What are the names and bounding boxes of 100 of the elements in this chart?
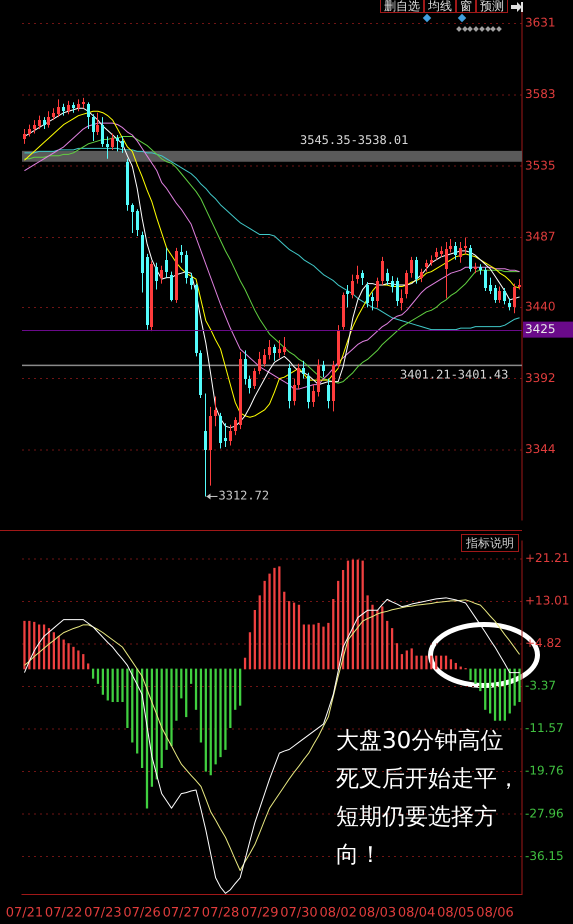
y-tick-label: 3392 xyxy=(525,370,556,385)
bar xyxy=(415,656,418,670)
x-tick-label: 07/26 xyxy=(123,906,161,921)
candlestick xyxy=(273,344,276,362)
candlestick xyxy=(190,272,193,290)
candlestick xyxy=(283,336,286,356)
bar xyxy=(254,610,256,670)
bar xyxy=(332,599,334,670)
y-tick-label: 3583 xyxy=(525,87,556,102)
bar xyxy=(479,668,482,692)
bar xyxy=(234,668,236,710)
candlestick xyxy=(396,277,399,306)
candlestick xyxy=(263,348,266,368)
ref-line-label: 3425 xyxy=(525,322,556,336)
bar xyxy=(82,654,84,670)
bar xyxy=(484,668,486,710)
bar xyxy=(112,668,114,702)
candlestick xyxy=(489,277,492,294)
x-tick-label: 07/27 xyxy=(162,906,200,921)
candlestick xyxy=(253,368,256,390)
candlestick xyxy=(52,108,55,121)
candlestick xyxy=(420,268,423,283)
candlestick xyxy=(312,384,315,408)
bar xyxy=(308,624,310,670)
candlestick xyxy=(518,278,521,290)
bar xyxy=(33,622,36,670)
bar xyxy=(337,580,340,670)
bar xyxy=(420,656,423,670)
candlestick xyxy=(87,102,90,130)
candlestick xyxy=(469,244,472,272)
candlestick xyxy=(293,378,296,406)
candlestick xyxy=(23,128,26,144)
bar xyxy=(62,640,65,670)
y-tick-label: 3535 xyxy=(525,158,556,172)
bar xyxy=(514,668,516,706)
bar xyxy=(425,656,428,670)
band-label: 3401.21-3401.43 xyxy=(400,367,508,382)
x-tick-label: 07/30 xyxy=(280,906,318,921)
candlestick xyxy=(479,264,482,276)
bar xyxy=(356,560,359,670)
bar xyxy=(504,668,506,721)
candlestick xyxy=(82,97,85,109)
x-tick-label: 07/22 xyxy=(44,906,82,921)
bar xyxy=(381,606,384,670)
candlestick xyxy=(72,102,75,114)
candlestick xyxy=(185,250,188,284)
candlestick xyxy=(322,360,325,378)
bar xyxy=(190,668,192,684)
x-tick-label: 07/29 xyxy=(241,906,278,921)
x-tick-label: 07/23 xyxy=(84,906,122,921)
bar xyxy=(229,668,232,728)
annotation: 删自选 xyxy=(380,0,424,13)
bar xyxy=(131,668,134,743)
bar xyxy=(312,624,315,670)
bar xyxy=(258,595,261,670)
candlestick xyxy=(498,286,501,304)
bar xyxy=(406,650,408,670)
bar xyxy=(327,622,330,670)
y-tick-label: +21.21 xyxy=(525,550,570,565)
bar xyxy=(87,663,90,670)
bar xyxy=(508,668,511,714)
y-tick-label: 3487 xyxy=(525,230,556,244)
y-tick-label: 3631 xyxy=(525,16,556,30)
bar xyxy=(362,560,364,670)
bar xyxy=(474,668,477,684)
bar xyxy=(489,668,492,714)
candlestick xyxy=(28,124,31,137)
candlestick xyxy=(47,110,50,128)
candlestick xyxy=(302,360,305,380)
candlestick xyxy=(464,237,467,254)
bar xyxy=(288,601,290,670)
bar xyxy=(102,668,104,695)
bar xyxy=(278,566,280,670)
annotation: 大盘30分钟高位死叉后开始走平，短期仍要选择方向！ xyxy=(336,727,520,870)
candlestick xyxy=(258,351,261,375)
bar xyxy=(444,656,448,670)
candlestick xyxy=(494,284,497,304)
y-tick-label: -3.37 xyxy=(525,678,556,693)
candlestick xyxy=(180,244,183,264)
bar xyxy=(283,592,286,670)
candlestick xyxy=(513,283,516,314)
candlestick xyxy=(116,134,119,152)
bar xyxy=(106,668,109,700)
bar xyxy=(204,668,207,772)
candlestick xyxy=(92,114,95,142)
y-tick-label: -11.57 xyxy=(525,721,564,736)
y-tick-label: -36.15 xyxy=(525,848,564,863)
candlestick xyxy=(445,241,448,299)
candlestick xyxy=(327,378,330,409)
candlestick xyxy=(57,98,60,118)
candlestick xyxy=(474,262,477,274)
bar xyxy=(410,648,413,670)
candlestick xyxy=(244,350,247,386)
candlestick xyxy=(346,284,349,308)
bar xyxy=(239,668,242,706)
candlestick xyxy=(278,340,281,358)
candlestick xyxy=(155,262,158,290)
candlestick xyxy=(391,276,394,293)
candlestick xyxy=(229,424,232,446)
bar xyxy=(28,620,30,670)
